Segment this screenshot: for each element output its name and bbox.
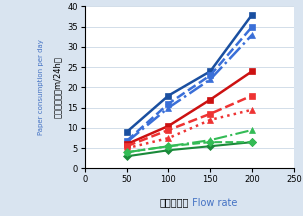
Text: Paper consumption per day: Paper consumption per day	[38, 40, 44, 135]
Text: 滝紙使用量（m/24h）: 滝紙使用量（m/24h）	[53, 57, 62, 118]
Text: Flow rate: Flow rate	[189, 198, 238, 208]
Text: 流量（％）: 流量（％）	[160, 198, 189, 208]
